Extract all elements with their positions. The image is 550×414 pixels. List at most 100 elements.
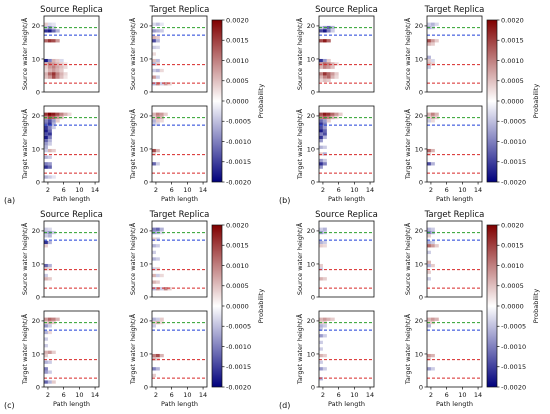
heat-cell [322,75,327,79]
heat-cell [44,58,48,63]
heat-cell [319,165,323,169]
x-tick-label: 2 [429,186,433,194]
colorbar-tick-label: -0.0015 [501,158,526,166]
colorbar-tick-label: 0.0005 [226,77,249,85]
heat-cell [44,263,48,268]
y-tick-label: 10 [140,145,148,153]
title-target-replica: Target Replica [149,5,210,15]
heat-cell [44,68,48,73]
heat-cell [434,39,439,43]
heat-cell [152,162,156,166]
x-tick-label: 14 [91,391,99,399]
y-tick-label: 0 [419,178,423,186]
heat-cell [152,29,156,33]
x-tick-label: 2 [429,391,433,399]
heat-cell [319,353,323,358]
heat-cell [322,162,327,166]
heat-cell [51,148,56,153]
heat-cell [44,267,48,271]
heat-cell [427,317,431,321]
x-tick-label: 10 [75,186,83,194]
heat-cell [322,122,327,126]
heat-cell [322,132,327,136]
heat-cell [334,75,339,79]
title-target-replica: Target Replica [149,210,210,220]
heat-cell [47,65,52,69]
heat-cell [51,350,56,354]
heat-cell [319,62,323,66]
axes-frame [318,15,375,93]
heat-cell [152,45,156,50]
heat-cell [322,317,327,321]
heat-cell [159,320,164,325]
heat-cell [55,29,60,33]
axes-frame [43,310,100,388]
heat-cell [63,65,68,69]
heat-cell [319,367,323,371]
heat-cell [334,112,339,116]
heat-cell [319,129,323,133]
heat-cell [434,22,439,26]
heat-cell [47,29,52,33]
heat-cell [430,42,435,46]
heat-cell [44,234,48,238]
heat-cell [427,234,431,238]
heat-cell [44,273,48,278]
heat-cell [152,280,156,284]
heat-cell [159,68,164,73]
heat-cell [155,257,160,261]
heat-cell [152,148,156,153]
heat-cell [319,277,323,281]
y-tick-label: 10 [32,350,40,358]
heat-cell [51,65,56,69]
axes-frame [151,310,208,388]
plot-area [427,311,482,387]
heat-cell [44,367,48,371]
heat-cell [319,267,323,271]
heat-cell [427,162,431,166]
heat-cell [155,237,160,241]
heat-cell [319,240,323,245]
heat-cell [322,129,327,133]
heat-cell [47,142,52,146]
heat-cell [44,62,48,66]
heat-cell [319,58,323,63]
heat-cell [44,155,48,159]
heat-cell [44,29,48,33]
colorbar-tick-label: 0.0015 [501,37,524,45]
y-axis-label: Source water height/Å [403,17,412,90]
heat-cell [159,273,164,278]
heat-cell [434,244,439,248]
heat-cell [319,158,323,163]
heat-cell [155,367,160,371]
heat-cell [44,370,48,374]
heat-cell [319,112,323,116]
heat-cell [51,119,56,123]
heat-cell [47,39,52,43]
heat-cell [322,240,327,245]
heat-cell [47,112,52,116]
heat-cell [55,62,60,66]
heat-cell [44,324,48,328]
colorbar-tick-label: -0.0005 [226,323,251,331]
heat-cell [51,122,56,126]
heat-cell [167,82,172,86]
heat-cell [155,357,160,361]
panel-tag: (b) [279,196,290,205]
x-tick-label: 10 [183,391,191,399]
x-tick-label: 14 [474,391,482,399]
heat-cell [330,29,335,33]
colorbar-tick-label: -0.0020 [226,178,251,186]
y-tick-label: 20 [307,227,315,235]
x-axis-label: Path length [53,400,90,408]
heat-cell [152,52,156,56]
x-tick-label: 6 [337,391,341,399]
heat-cell [44,132,48,136]
heat-cell [59,62,64,66]
